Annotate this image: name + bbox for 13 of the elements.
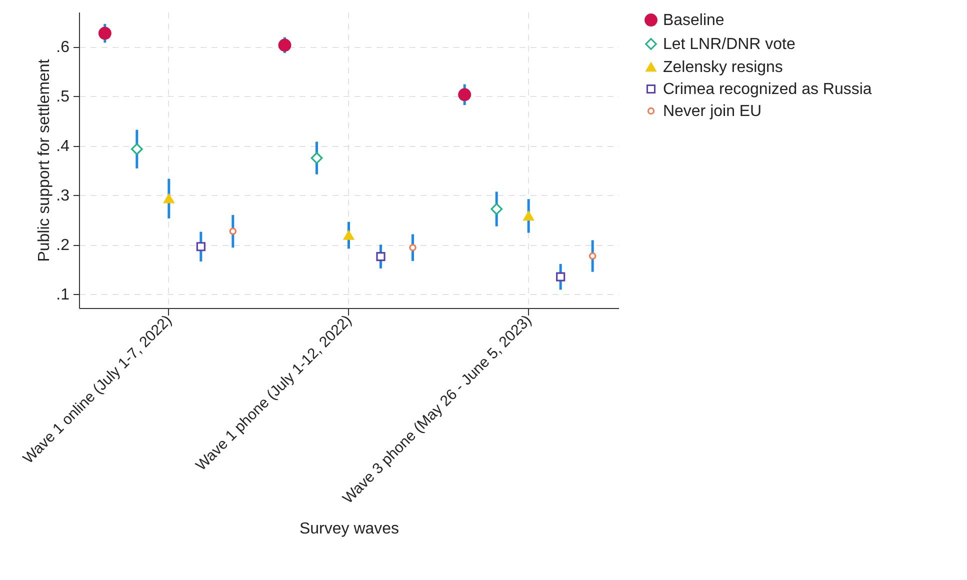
legend-label: Let LNR/DNR vote bbox=[662, 36, 796, 53]
y-tick-label: .1 bbox=[56, 286, 70, 304]
y-tick-label: .5 bbox=[56, 88, 70, 106]
y-tick-label: .2 bbox=[56, 237, 70, 254]
y-axis-title: Public support for settlement bbox=[36, 58, 54, 262]
legend-label: Zelensky resigns bbox=[662, 59, 783, 76]
x-axis-title: Survey waves bbox=[300, 520, 400, 538]
y-tick-label: .6 bbox=[56, 39, 70, 56]
y-tick-label: .4 bbox=[56, 138, 70, 156]
legend-label: Baseline bbox=[662, 12, 724, 29]
legend-label: Crimea recognized as Russia bbox=[662, 81, 872, 98]
legend-label: Never join EU bbox=[662, 103, 762, 120]
y-tick-label: .3 bbox=[56, 188, 70, 205]
